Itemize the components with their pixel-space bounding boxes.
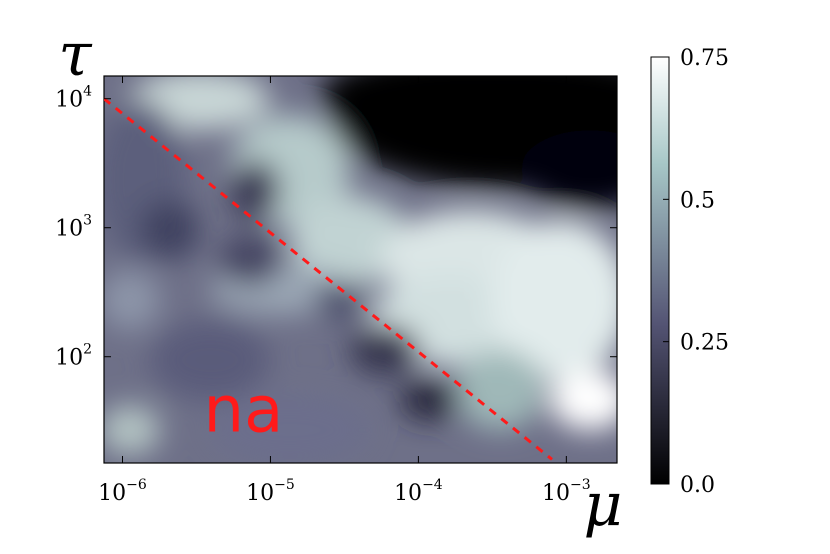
y-axis-ticks: 102 103 104 (55, 84, 617, 371)
colorbar (650, 56, 670, 485)
colorbar-tick-label: 0.25 (680, 331, 729, 356)
y-tick-label: 103 (55, 213, 92, 242)
colorbar-tick-label: 0.5 (680, 188, 715, 213)
x-tick-label: 10−3 (542, 477, 591, 506)
x-tick-label: 10−5 (246, 477, 295, 506)
heatmap-area (104, 76, 617, 463)
y-tick-label: 104 (55, 84, 92, 113)
colorbar-ticks: 0.0 0.25 0.5 0.75 (663, 46, 729, 498)
x-tick-label: 10−4 (394, 477, 443, 506)
y-tick-label: 102 (55, 342, 92, 371)
annotation-na: na (204, 374, 284, 448)
x-axis-label: μ (584, 470, 623, 540)
x-axis-ticks: 10−6 10−5 10−4 10−3 (98, 76, 591, 506)
colorbar-tick-label: 0.75 (680, 46, 729, 71)
y-axis-label: τ (58, 20, 92, 90)
x-tick-label: 10−6 (98, 477, 147, 506)
plot-frame (103, 75, 618, 464)
colorbar-tick-label: 0.0 (680, 473, 715, 498)
reference-dashed-line (104, 97, 553, 461)
